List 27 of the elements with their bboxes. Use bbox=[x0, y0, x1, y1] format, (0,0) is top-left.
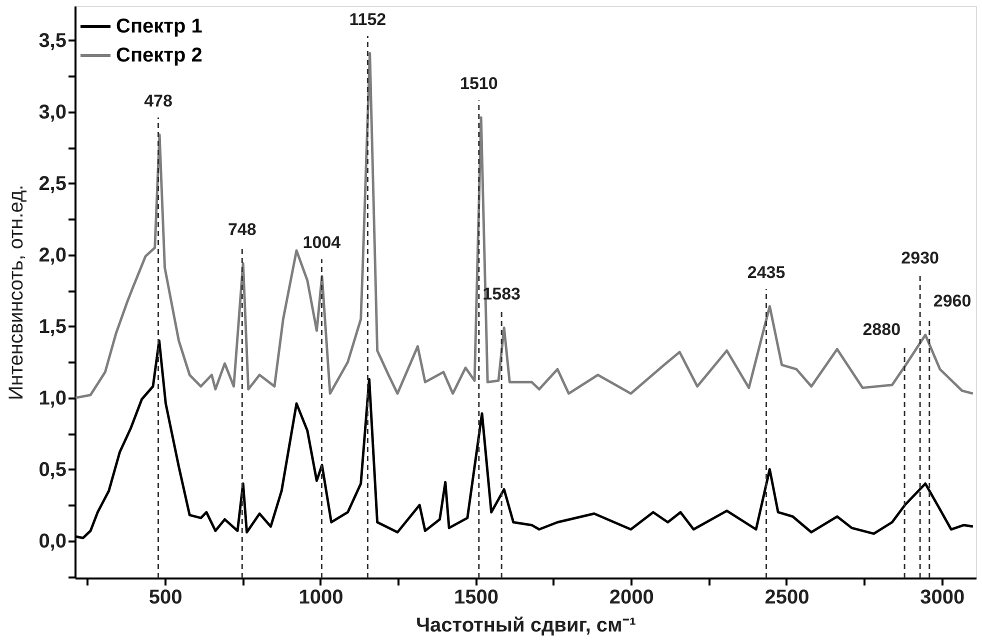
y-tick-label: 0,5 bbox=[38, 458, 66, 481]
legend-label: Спектр 2 bbox=[116, 44, 202, 66]
ref-line-label: 2930 bbox=[901, 248, 939, 268]
x-tick-label: 2500 bbox=[764, 586, 810, 608]
x-tick-label: 1000 bbox=[298, 586, 344, 608]
x-axis-title: Частотный сдвиг, см⁻¹ bbox=[416, 614, 636, 636]
ref-line-label: 2435 bbox=[747, 262, 786, 282]
x-tick-label: 2000 bbox=[609, 586, 654, 608]
x-tick-label: 1500 bbox=[454, 586, 499, 608]
ref-line-label: 1004 bbox=[302, 232, 342, 252]
ref-line-label: 1510 bbox=[460, 74, 498, 94]
y-axis-title: Интенсвинсоть, отн.ед. bbox=[6, 184, 28, 400]
ref-line-label: 748 bbox=[228, 220, 256, 240]
y-tick-label: 0,0 bbox=[38, 530, 66, 552]
x-tick-label: 500 bbox=[148, 586, 182, 608]
y-tick-label: 2,0 bbox=[38, 244, 66, 266]
y-tick-label: 1,0 bbox=[38, 387, 66, 410]
y-tick-label: 3,5 bbox=[38, 30, 66, 52]
legend-label: Спектр 1 bbox=[116, 16, 202, 38]
y-tick-label: 3,0 bbox=[38, 101, 66, 124]
x-tick-label: 3000 bbox=[920, 586, 965, 608]
ref-line-label: 2880 bbox=[862, 320, 901, 340]
ref-line-label: 2960 bbox=[933, 292, 972, 311]
ref-line-label: 478 bbox=[144, 91, 172, 110]
y-tick-label: 2,5 bbox=[38, 172, 66, 195]
ref-line-label: 1152 bbox=[349, 10, 386, 29]
y-tick-label: 1,5 bbox=[38, 316, 66, 338]
